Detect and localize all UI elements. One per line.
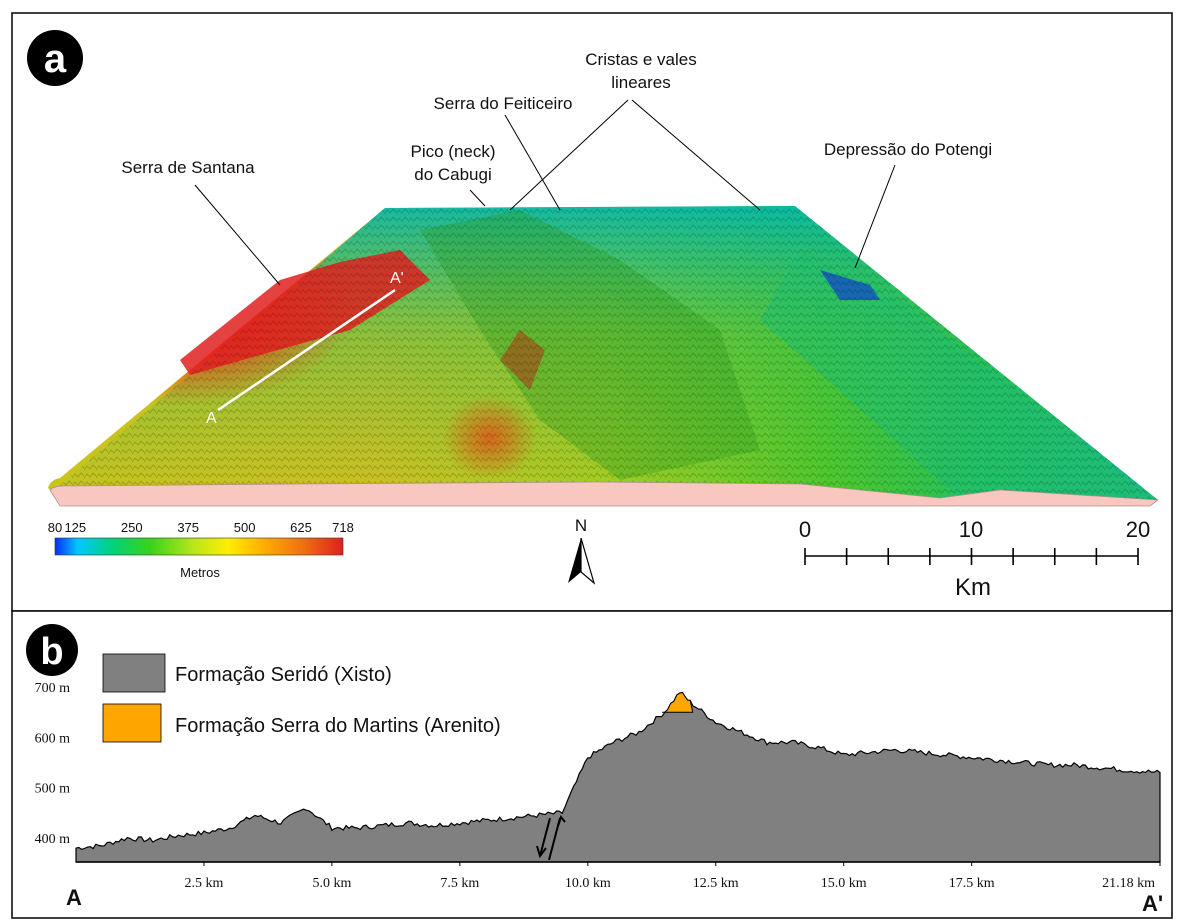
elevation-colorbar — [54, 537, 344, 556]
x-tick-label: 10.0 km — [565, 876, 611, 891]
relief-model — [48, 206, 1160, 507]
panel-b-letter-badge — [26, 624, 78, 676]
profile-end-start: A — [66, 885, 82, 910]
x-tick-label: 21.18 km — [1102, 876, 1155, 891]
legend-swatch-martins — [102, 703, 162, 743]
elevation-legend: 80 125 250 375 500 625 718 Metros — [48, 520, 354, 580]
annotation-depressao: Depressão do Potengi — [824, 140, 992, 159]
x-tick-label: 17.5 km — [949, 876, 995, 891]
scale-tick-10: 10 — [959, 517, 983, 542]
x-tick-label: 7.5 km — [440, 876, 479, 891]
legend-label-serido: Formação Seridó (Xisto) — [175, 664, 392, 686]
annotation-serra-feiticeiro: Serra do Feiticeiro — [434, 94, 573, 113]
elevation-tick-label: 625 — [290, 520, 312, 535]
x-tick-label: 2.5 km — [185, 876, 224, 891]
annotation-pico-line2: do Cabugi — [414, 165, 492, 184]
elevation-tick-label: 250 — [121, 520, 143, 535]
y-tick-label: 400 m — [35, 832, 71, 847]
elevation-tick-label: 125 — [64, 520, 86, 535]
profile-end-finish: A' — [1142, 891, 1163, 916]
x-tick-label: 5.0 km — [312, 876, 351, 891]
y-axis-ticks: 700 m 600 m 500 m 400 m — [35, 681, 71, 847]
elevation-tick-label: 500 — [234, 520, 256, 535]
leader-lines — [194, 99, 896, 286]
legend-swatch-serido — [102, 653, 166, 693]
profile-serido-area — [75, 691, 1161, 863]
profile-start-label: A — [206, 410, 217, 427]
profile-martins-cap — [662, 691, 694, 713]
scale-bar: 0 10 20 Km — [799, 517, 1150, 601]
north-arrow-left-icon — [568, 538, 581, 583]
x-tick-label: 12.5 km — [693, 876, 739, 891]
annotation-cristas-line1: Cristas e vales — [585, 50, 696, 69]
y-tick-label: 600 m — [35, 731, 71, 746]
x-tick-label: 15.0 km — [821, 876, 867, 891]
elevation-tick-label: 80 — [48, 520, 62, 535]
annotation-serra-santana: Serra de Santana — [121, 158, 255, 177]
north-label: N — [575, 516, 587, 535]
elevation-tick-label: 375 — [177, 520, 199, 535]
elevation-tick-label: 718 — [332, 520, 354, 535]
panel-a-letter: a — [44, 37, 67, 81]
y-tick-label: 700 m — [35, 681, 71, 696]
panel-b: b Formação Seridó (Xisto) Formação Serra… — [26, 624, 1163, 916]
x-axis-ticks: 2.5 km 5.0 km 7.5 km 10.0 km 12.5 km 15.0 km 1… — [185, 862, 1161, 891]
legend-label-martins: Formação Serra do Martins (Arenito) — [175, 715, 501, 737]
panel-b-letter: b — [40, 631, 63, 673]
elevation-profile — [75, 691, 1161, 863]
panel-a-letter-badge — [27, 30, 83, 86]
elevation-unit: Metros — [180, 565, 220, 580]
elevation-ticks: 80 125 250 375 500 625 718 — [48, 520, 354, 535]
fault-symbol — [536, 814, 566, 861]
y-tick-label: 500 m — [35, 782, 71, 797]
profile-line — [217, 288, 396, 412]
scale-tick-20: 20 — [1126, 517, 1150, 542]
profile-end-label: A' — [390, 270, 404, 287]
panel-a: a A A' Serra — [27, 30, 1160, 601]
scale-unit: Km — [955, 574, 991, 601]
scale-tick-0: 0 — [799, 517, 811, 542]
north-arrow-right-icon — [580, 537, 596, 585]
annotation-cristas-line2: lineares — [611, 73, 671, 92]
north-arrow: N — [568, 516, 596, 585]
annotation-pico-line1: Pico (neck) — [410, 142, 495, 161]
